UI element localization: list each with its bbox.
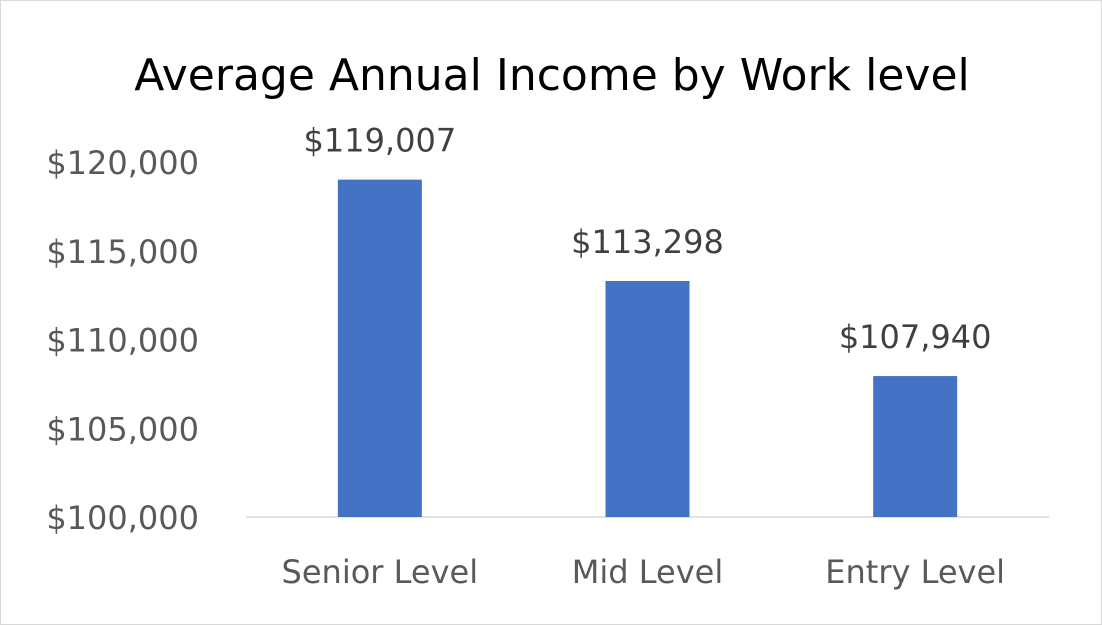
category-labels: Senior Level Mid Level Entry Level [282,553,1005,591]
bar-senior-level [337,179,422,518]
y-tick-label: $115,000 [46,233,199,271]
bars [337,179,958,518]
data-labels: $119,007 $113,298 $107,940 [303,122,991,356]
data-label-entry-level: $107,940 [839,318,992,356]
bar-mid-level [605,280,690,517]
y-axis-ticks: $100,000 $105,000 $110,000 $115,000 $120,000 [46,144,199,537]
chart-title: Average Annual Income by Work level [134,50,969,101]
y-tick-label: $120,000 [46,144,199,182]
y-tick-label: $100,000 [46,499,199,537]
y-tick-label: $105,000 [46,410,199,448]
bar-entry-level [873,376,958,517]
category-label-senior-level: Senior Level [282,553,479,591]
y-tick-label: $110,000 [46,322,199,360]
category-label-entry-level: Entry Level [825,553,1005,591]
data-label-mid-level: $113,298 [571,223,724,261]
category-label-mid-level: Mid Level [572,553,723,591]
data-label-senior-level: $119,007 [303,122,456,160]
